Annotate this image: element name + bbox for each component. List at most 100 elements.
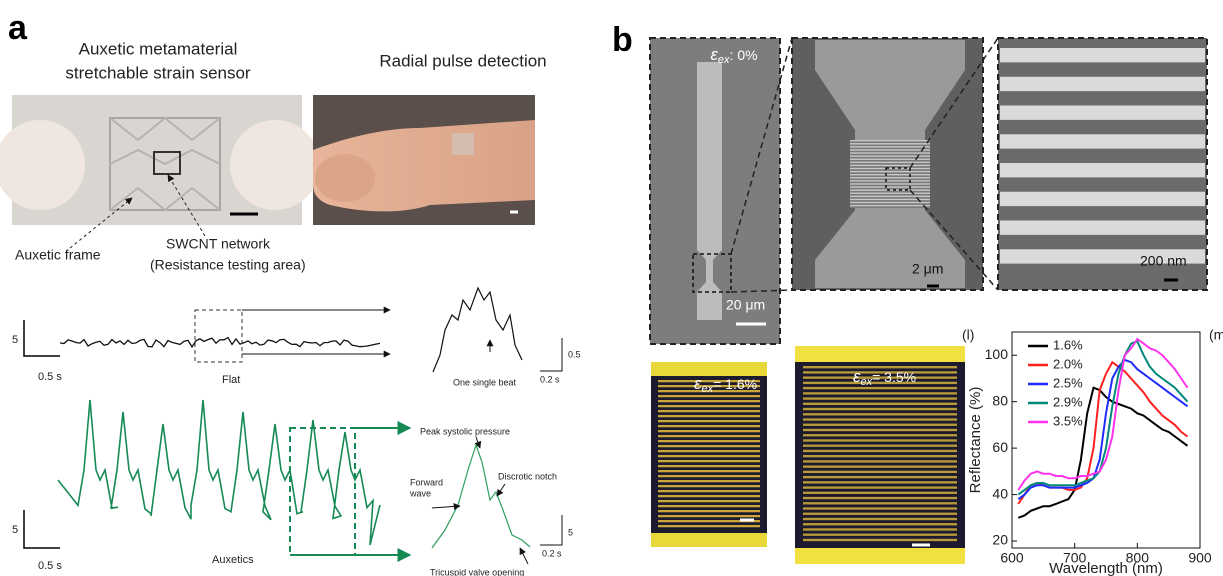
stripe bbox=[803, 397, 957, 399]
stripe bbox=[803, 476, 957, 478]
stripe bbox=[803, 492, 957, 494]
y-tick-label: 60 bbox=[992, 439, 1008, 455]
panel-label: (l) bbox=[962, 327, 974, 343]
scale-label: 0.5 s bbox=[38, 371, 62, 383]
panel-label: b bbox=[612, 21, 633, 59]
scale-label: 2 μm bbox=[912, 261, 943, 277]
stripe bbox=[803, 429, 957, 431]
scale-label: 5 bbox=[12, 524, 18, 536]
stripe bbox=[1000, 192, 1205, 206]
callout: Auxetic frame bbox=[15, 247, 101, 263]
stripe bbox=[850, 140, 930, 141]
scale-label: 0.2 s bbox=[540, 374, 560, 384]
stripe bbox=[803, 507, 957, 509]
stripe bbox=[803, 387, 957, 389]
stripe bbox=[850, 196, 930, 197]
stripe bbox=[803, 523, 957, 525]
stripe bbox=[850, 205, 930, 206]
trace-label: Auxetics bbox=[212, 554, 254, 566]
stripe bbox=[658, 525, 760, 527]
trace bbox=[60, 338, 380, 347]
stripe bbox=[658, 510, 760, 512]
y-tick-label: 40 bbox=[992, 485, 1008, 501]
panel-label: a bbox=[8, 9, 28, 47]
stripe bbox=[658, 430, 760, 432]
stripe bbox=[803, 434, 957, 436]
panel-label: (m bbox=[1209, 327, 1223, 343]
stripe bbox=[850, 202, 930, 203]
title: stretchable strain sensor bbox=[65, 63, 251, 82]
scale-label: 200 nm bbox=[1140, 253, 1187, 269]
stripe bbox=[1000, 106, 1205, 120]
highlight-box bbox=[195, 310, 242, 362]
legend-label: 2.9% bbox=[1053, 394, 1083, 409]
x-axis-label: Wavelength (nm) bbox=[1049, 560, 1163, 576]
stripe bbox=[850, 171, 930, 172]
stripe bbox=[1000, 221, 1205, 235]
stripe bbox=[850, 159, 930, 160]
stripe bbox=[658, 485, 760, 487]
strain-value: = 1.6% bbox=[713, 376, 757, 392]
stripe bbox=[1000, 163, 1205, 177]
stripe bbox=[850, 168, 930, 169]
stripe bbox=[850, 152, 930, 153]
stripe bbox=[803, 418, 957, 420]
scale-label: 0.2 s bbox=[542, 548, 562, 558]
strain-value: : 0% bbox=[730, 47, 758, 63]
stripe bbox=[803, 403, 957, 405]
stripe bbox=[658, 440, 760, 442]
highlight-box bbox=[290, 428, 355, 555]
scale-label: 0.5 s bbox=[38, 560, 62, 572]
stripe bbox=[1000, 134, 1205, 148]
scale-bar bbox=[24, 320, 60, 356]
legend-label: 1.6% bbox=[1053, 337, 1083, 352]
stripe bbox=[803, 408, 957, 410]
stripe bbox=[850, 186, 930, 187]
stripe bbox=[850, 183, 930, 184]
stripe bbox=[803, 439, 957, 441]
stripe bbox=[658, 480, 760, 482]
stripe bbox=[850, 177, 930, 178]
inset-trace bbox=[432, 445, 530, 548]
strain-subscript: ex bbox=[701, 383, 713, 395]
stripe bbox=[803, 528, 957, 530]
photo bbox=[313, 95, 535, 225]
stripe bbox=[850, 143, 930, 144]
stripe bbox=[850, 146, 930, 147]
y-tick-label: 80 bbox=[992, 392, 1008, 408]
stripe bbox=[658, 395, 760, 397]
legend-label: 2.0% bbox=[1053, 356, 1083, 371]
trace bbox=[58, 400, 380, 545]
stripe bbox=[658, 400, 760, 402]
stripe bbox=[658, 425, 760, 427]
stripe bbox=[803, 455, 957, 457]
stripe bbox=[658, 415, 760, 417]
stripe bbox=[803, 502, 957, 504]
stripe bbox=[658, 455, 760, 457]
stripe bbox=[803, 392, 957, 394]
stripe bbox=[803, 450, 957, 452]
stripe bbox=[1000, 48, 1205, 62]
scale-label: 0.5 bbox=[568, 349, 581, 359]
callout: SWCNT network bbox=[166, 236, 271, 252]
annotation: Forward bbox=[410, 477, 443, 487]
strain-subscript: ex bbox=[860, 376, 872, 388]
title: Radial pulse detection bbox=[379, 51, 546, 70]
trace-label: Flat bbox=[222, 374, 240, 386]
stripe bbox=[850, 162, 930, 163]
stripe bbox=[658, 465, 760, 467]
y-axis-label: Reflectance (%) bbox=[967, 387, 984, 494]
stripe bbox=[850, 149, 930, 150]
stripe bbox=[658, 470, 760, 472]
callout: (Resistance testing area) bbox=[150, 257, 306, 273]
legend-label: 2.5% bbox=[1053, 375, 1083, 390]
scale-bar bbox=[24, 510, 60, 548]
legend-label: 3.5% bbox=[1053, 413, 1083, 428]
stripe bbox=[803, 445, 957, 447]
stripe bbox=[803, 539, 957, 541]
stripe bbox=[658, 445, 760, 447]
stripe bbox=[803, 424, 957, 426]
stripe bbox=[658, 490, 760, 492]
annotation: Peak systolic pressure bbox=[420, 426, 510, 436]
y-tick-label: 20 bbox=[992, 532, 1008, 548]
